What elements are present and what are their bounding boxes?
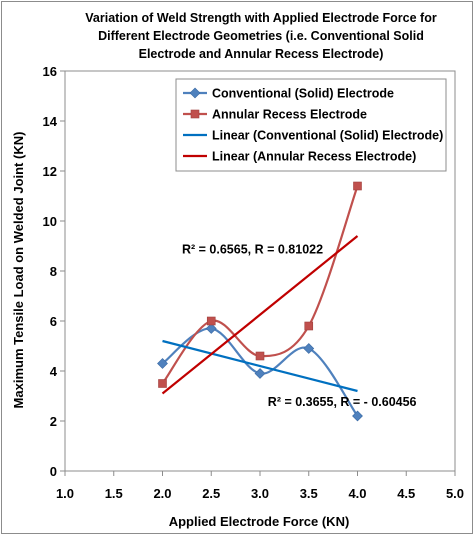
x-tick-label: 4.5 [397, 486, 415, 501]
series-layer [157, 181, 363, 422]
x-tick-label: 3.0 [251, 486, 269, 501]
data-point [157, 358, 168, 369]
legend-swatch-marker [189, 87, 201, 99]
data-point [158, 379, 167, 388]
y-axis-label: Maximum Tensile Load on Welded Joint (KN… [11, 132, 26, 409]
legend-entry: Linear (Annular Recess Electrode) [183, 150, 416, 164]
legend-swatch-marker [190, 109, 200, 119]
y-tick-label: 2 [50, 414, 57, 429]
y-tick-label: 4 [50, 364, 58, 379]
x-axis-label: Applied Electrode Force (KN) [169, 514, 350, 529]
x-tick-label: 2.0 [153, 486, 171, 501]
data-point [352, 410, 363, 422]
chart-title-line-1: Variation of Weld Strength with Applied … [85, 11, 437, 25]
legend-entry: Conventional (Solid) Electrode [183, 87, 394, 101]
y-axis-ticks: 0 2 4 6 8 10 12 14 16 [43, 64, 65, 479]
trendline-2 [162, 339, 358, 393]
y-tick-label: 6 [50, 314, 57, 329]
annotations: R² = 0.6565, R = 0.81022 R² = 0.3655, R =… [182, 243, 417, 410]
y-tick-label: 0 [50, 464, 57, 479]
regression-annotation: R² = 0.6565, R = 0.81022 [182, 243, 323, 257]
data-point [303, 343, 315, 354]
trendline [162, 339, 358, 393]
legend-label: Conventional (Solid) Electrode [212, 87, 394, 101]
legend-label: Linear (Annular Recess Electrode) [212, 150, 416, 164]
data-point [254, 368, 266, 379]
x-axis-ticks: 1.0 1.5 2.0 2.5 3.0 3.5 4.0 4.5 5.0 [56, 471, 464, 501]
chart-title: Variation of Weld Strength with Applied … [85, 11, 437, 61]
chart-title-line-2: Different Electrode Geometries (i.e. Con… [98, 29, 424, 43]
x-tick-label: 3.5 [300, 486, 318, 501]
legend-label: Annular Recess Electrode [212, 108, 367, 122]
x-tick-label: 5.0 [446, 486, 464, 501]
legend-entry: Annular Recess Electrode [183, 108, 367, 122]
data-point [304, 321, 314, 331]
y-tick-label: 16 [43, 64, 57, 79]
series-1 [158, 181, 362, 388]
x-tick-label: 1.5 [105, 486, 123, 501]
y-tick-label: 12 [43, 164, 57, 179]
x-tick-label: 1.0 [56, 486, 74, 501]
data-point [205, 323, 217, 334]
data-point [206, 316, 216, 326]
regression-annotation: R² = 0.3655, R = - 0.60456 [268, 395, 417, 409]
y-tick-label: 8 [50, 264, 57, 279]
x-tick-label: 4.0 [348, 486, 366, 501]
chart-title-line-3: Electrode and Annular Recess Electrode) [139, 47, 384, 61]
legend: Conventional (Solid) Electrode Annular Re… [175, 78, 447, 172]
y-tick-label: 10 [43, 214, 57, 229]
data-point [255, 351, 265, 361]
trendline-3 [161, 235, 359, 395]
legend-box [175, 78, 447, 172]
legend-label: Linear (Conventional (Solid) Electrode) [212, 129, 443, 143]
x-tick-label: 2.5 [202, 486, 220, 501]
data-point [353, 181, 362, 191]
trendline [161, 235, 359, 395]
legend-entry: Linear (Conventional (Solid) Electrode) [183, 129, 443, 143]
y-tick-label: 14 [43, 114, 58, 129]
